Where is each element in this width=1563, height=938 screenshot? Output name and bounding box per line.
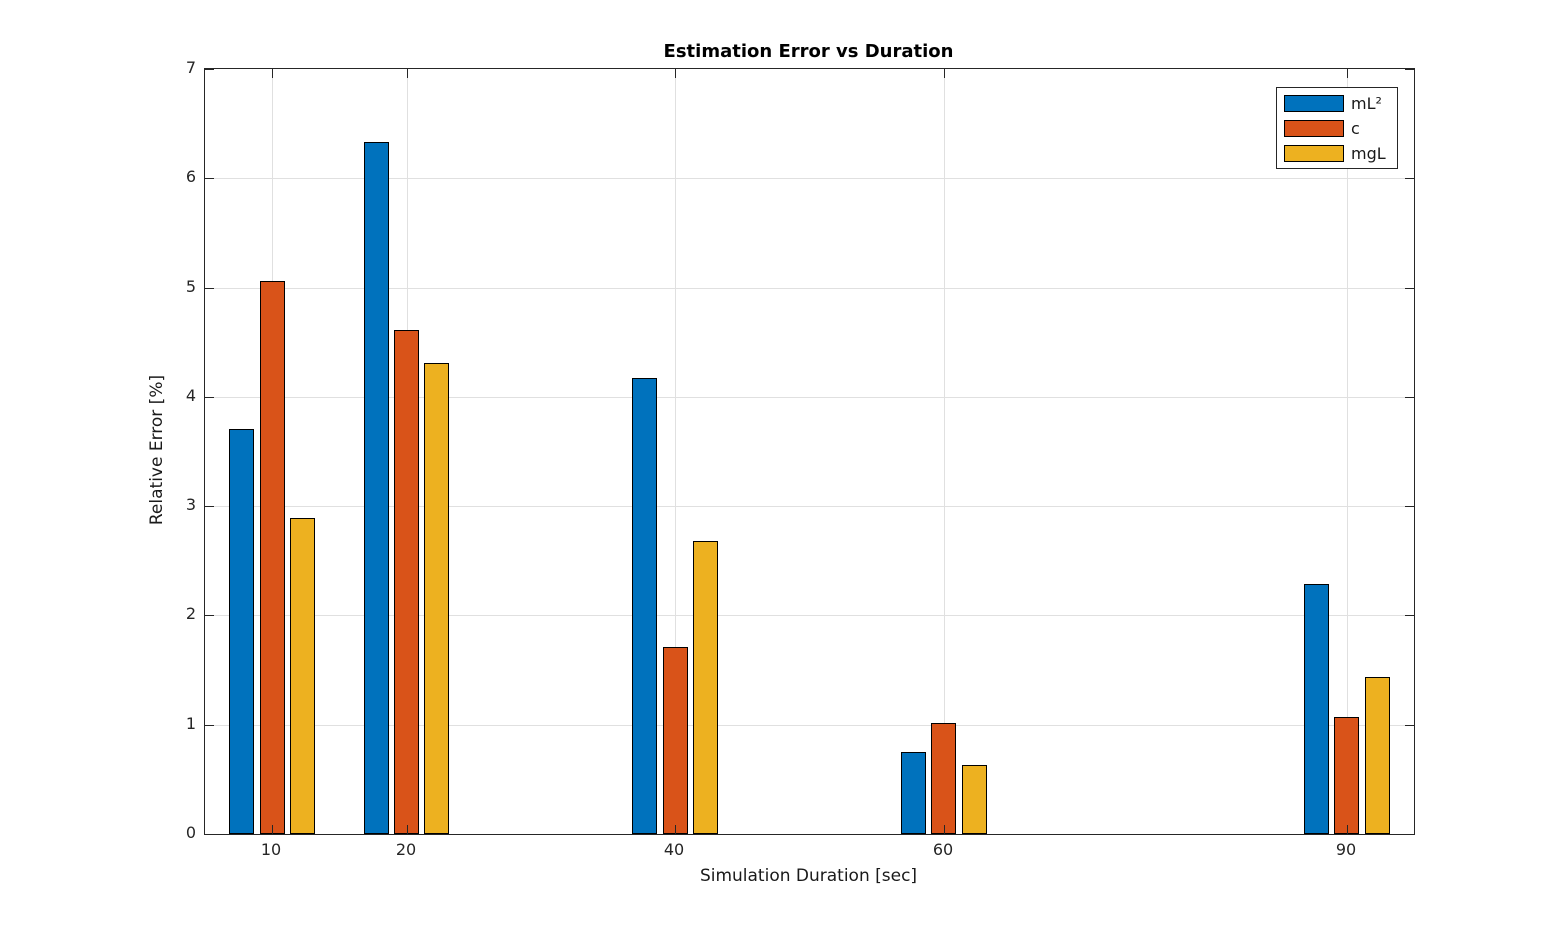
bar-mgL-x10 [290, 518, 315, 834]
x-tick-top [943, 69, 945, 78]
y-tick-right [1405, 505, 1414, 507]
legend: mL² c mgL [1276, 87, 1398, 169]
bar-c-x20 [394, 330, 419, 834]
x-tick-label: 40 [663, 840, 685, 859]
x-tick-top [271, 69, 273, 78]
legend-item: mL² [1284, 94, 1397, 113]
x-tick-bottom [271, 825, 273, 834]
legend-label: c [1351, 118, 1360, 138]
y-tick-right [1405, 614, 1414, 616]
x-tick-top [674, 69, 676, 78]
y-tick-left [205, 68, 214, 70]
gridline-horizontal [205, 505, 1414, 507]
gridline-horizontal [205, 287, 1414, 289]
y-tick-label: 6 [185, 167, 196, 186]
legend-swatch-mgL [1284, 144, 1344, 162]
x-tick-bottom [674, 825, 676, 834]
bar-mL²-x20 [364, 142, 389, 834]
y-tick-right [1405, 287, 1414, 289]
bar-mL²-x90 [1304, 584, 1329, 834]
bar-mgL-x20 [424, 363, 449, 834]
bar-c-x90 [1334, 717, 1359, 834]
legend-label: mgL [1351, 143, 1386, 163]
y-tick-label: 3 [185, 495, 196, 514]
bar-c-x40 [663, 647, 688, 834]
gridline-vertical [674, 69, 676, 834]
x-tick-top [1346, 69, 1348, 78]
y-tick-left [205, 287, 214, 289]
gridline-horizontal [205, 177, 1414, 179]
legend-swatch-mL² [1284, 94, 1344, 112]
y-tick-right [1405, 724, 1414, 726]
bar-mgL-x40 [693, 541, 718, 834]
y-tick-label: 5 [185, 277, 196, 296]
gridline-horizontal [205, 396, 1414, 398]
bar-mgL-x90 [1365, 677, 1390, 834]
x-tick-label: 90 [1335, 840, 1357, 859]
y-tick-label: 7 [185, 58, 196, 77]
y-tick-right [1405, 396, 1414, 398]
bar-c-x60 [931, 723, 956, 834]
y-tick-left [205, 505, 214, 507]
x-tick-label: 20 [395, 840, 417, 859]
gridline-vertical [1346, 69, 1348, 834]
bar-c-x10 [260, 281, 285, 834]
y-tick-left [205, 724, 214, 726]
x-tick-top [406, 69, 408, 78]
x-tick-bottom [406, 825, 408, 834]
x-tick-bottom [943, 825, 945, 834]
y-tick-left [205, 833, 214, 835]
gridline-vertical [943, 69, 945, 834]
x-tick-label: 10 [260, 840, 282, 859]
bar-mL²-x60 [901, 752, 926, 834]
y-tick-label: 0 [185, 823, 196, 842]
bar-mgL-x60 [962, 765, 987, 834]
legend-item: mgL [1284, 144, 1397, 163]
y-tick-left [205, 396, 214, 398]
gridline-horizontal [205, 724, 1414, 726]
x-tick-label: 60 [932, 840, 954, 859]
bar-mL²-x40 [632, 378, 657, 834]
y-tick-label: 4 [185, 386, 196, 405]
gridline-horizontal [205, 614, 1414, 616]
plot-area [204, 68, 1415, 835]
y-tick-left [205, 177, 214, 179]
y-tick-right [1405, 68, 1414, 70]
legend-swatch-c [1284, 119, 1344, 137]
bar-mL²-x10 [229, 429, 254, 834]
y-tick-right [1405, 177, 1414, 179]
legend-label: mL² [1351, 93, 1382, 113]
legend-item: c [1284, 119, 1397, 138]
chart-title: Estimation Error vs Duration [663, 41, 954, 62]
y-tick-label: 1 [185, 714, 196, 733]
x-axis-label: Simulation Duration [sec] [699, 866, 918, 886]
y-tick-label: 2 [185, 604, 196, 623]
y-tick-right [1405, 833, 1414, 835]
y-tick-left [205, 614, 214, 616]
x-tick-bottom [1346, 825, 1348, 834]
